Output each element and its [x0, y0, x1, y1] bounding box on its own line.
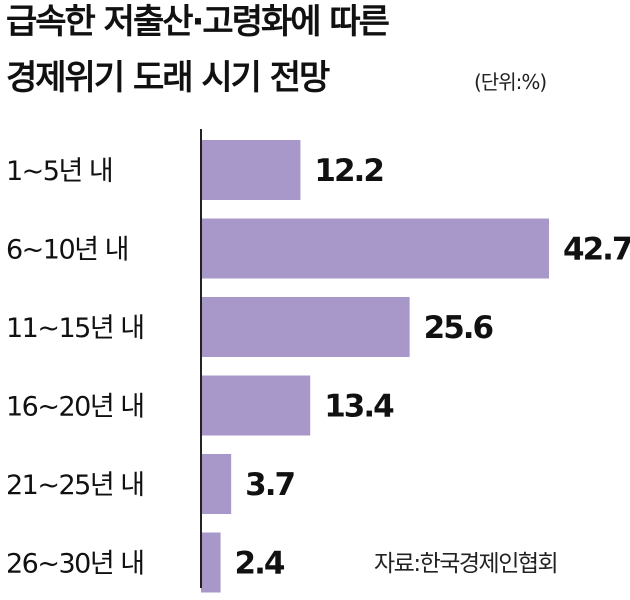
source-label: 자료:한국경제인협회 — [374, 551, 559, 577]
category-label-2: 6~10년 내 — [6, 235, 128, 266]
bar-4 — [201, 375, 311, 436]
chart-title-line-2: 경제위기 도래 시기 전망 — [6, 58, 330, 98]
category-label-3: 11~15년 내 — [6, 313, 144, 344]
bar-6 — [201, 532, 221, 593]
bar-3 — [201, 297, 410, 357]
value-label-2: 42.7 — [563, 232, 630, 268]
category-label-6: 26~30년 내 — [6, 549, 144, 580]
value-label-1: 12.2 — [314, 153, 383, 189]
value-label-3: 25.6 — [424, 310, 493, 346]
chart-title-line-1: 급속한 저출산·고령화에 따른 — [6, 2, 390, 42]
bar-2 — [201, 218, 549, 279]
value-label-4: 13.4 — [324, 389, 394, 425]
category-label-4: 16~20년 내 — [6, 392, 144, 423]
category-label-5: 21~25년 내 — [6, 470, 144, 501]
category-label-1: 1~5년 내 — [6, 156, 112, 187]
value-label-5: 3.7 — [245, 467, 294, 503]
bar-1 — [201, 140, 301, 200]
unit-label: (단위:%) — [474, 70, 547, 94]
value-label-6: 2.4 — [235, 546, 285, 582]
bar-5 — [201, 454, 232, 514]
